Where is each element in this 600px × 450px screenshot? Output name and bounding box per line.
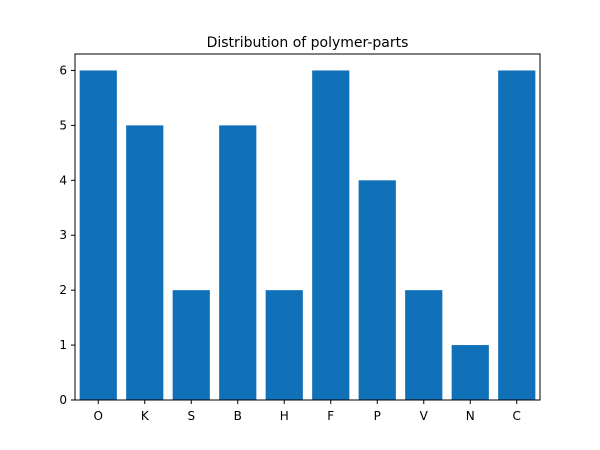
y-axis: 0 1 2 3 4 5 6 xyxy=(59,63,75,407)
bar-K xyxy=(126,125,164,401)
x-tick-label: O xyxy=(94,409,103,423)
y-tick-label: 1 xyxy=(59,338,67,352)
bar-F xyxy=(312,70,350,400)
x-tick-label: B xyxy=(234,409,242,423)
x-tick-label: C xyxy=(513,409,521,423)
bar-S xyxy=(172,290,210,400)
x-tick-label: N xyxy=(466,409,475,423)
y-tick-label: 2 xyxy=(59,283,67,297)
bars-layer xyxy=(79,70,536,401)
x-tick-label: F xyxy=(327,409,334,423)
x-tick-label: P xyxy=(374,409,381,423)
y-tick-label: 0 xyxy=(59,393,67,407)
bar-N xyxy=(451,345,489,400)
x-tick-label: V xyxy=(420,409,429,423)
bar-P xyxy=(358,180,396,400)
x-tick-label: S xyxy=(187,409,195,423)
y-tick-label: 4 xyxy=(59,173,67,187)
x-tick-label: H xyxy=(280,409,289,423)
y-tick-label: 6 xyxy=(59,63,67,77)
bar-B xyxy=(219,125,257,401)
bar-H xyxy=(265,290,303,400)
chart-title: Distribution of polymer-parts xyxy=(207,35,409,51)
bar-V xyxy=(405,290,443,400)
y-tick-label: 5 xyxy=(59,118,67,132)
x-tick-label: K xyxy=(141,409,150,423)
bar-C xyxy=(498,70,536,400)
bar-O xyxy=(79,70,117,400)
plot-frame xyxy=(74,53,541,401)
y-tick-label: 3 xyxy=(59,228,67,242)
